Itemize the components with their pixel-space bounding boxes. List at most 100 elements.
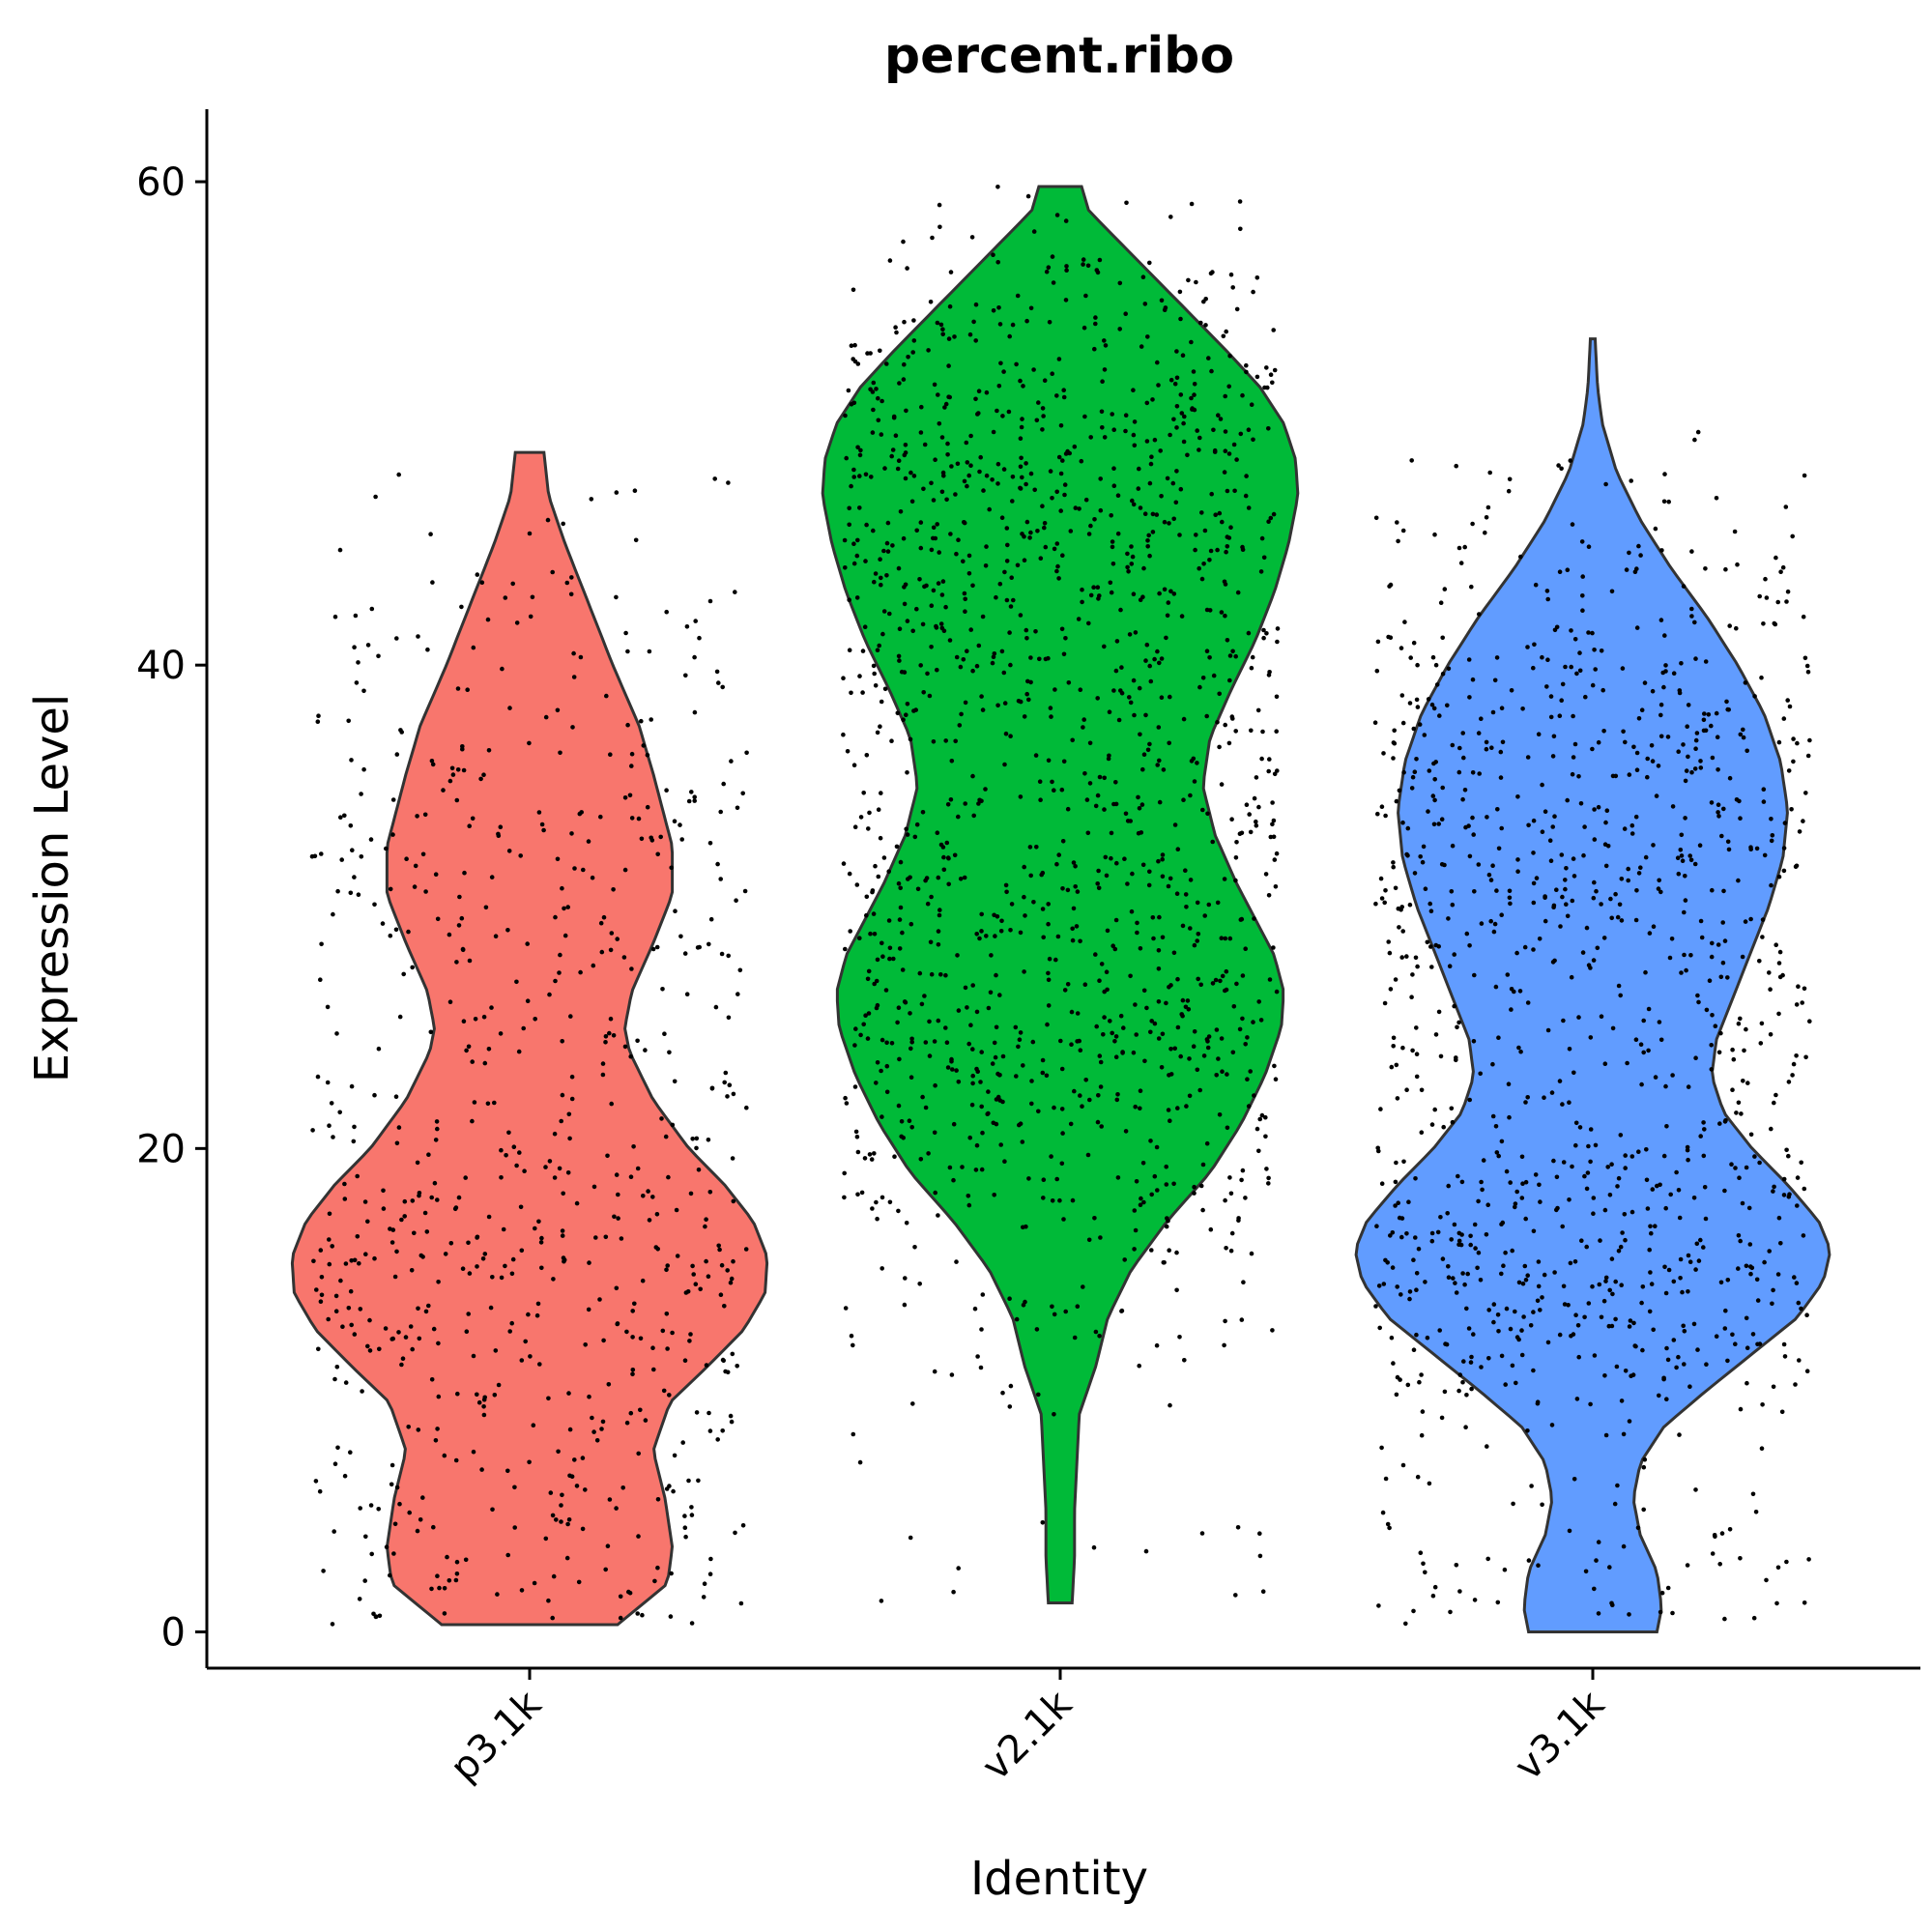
point-v2.1k: [1147, 663, 1152, 669]
point-v3.1k: [1678, 1256, 1684, 1262]
point-v2.1k: [1113, 780, 1118, 785]
point-v3.1k: [1757, 1160, 1762, 1166]
point-v2.1k: [962, 520, 966, 525]
point-v3.1k: [1692, 861, 1698, 867]
point-v2.1k: [901, 239, 906, 245]
point-v2.1k: [1041, 935, 1046, 940]
point-v2.1k: [1149, 1019, 1154, 1024]
point-p3.1k: [333, 1309, 339, 1313]
point-v2.1k: [1022, 894, 1026, 900]
point-v2.1k: [872, 671, 877, 677]
point-v2.1k: [1199, 510, 1204, 515]
point-v3.1k: [1642, 1456, 1648, 1462]
point-v3.1k: [1723, 1308, 1728, 1313]
point-p3.1k: [635, 1038, 640, 1044]
point-p3.1k: [560, 1492, 564, 1498]
point-v3.1k: [1525, 1428, 1530, 1433]
point-v2.1k: [1110, 539, 1115, 544]
point-v2.1k: [1145, 538, 1150, 543]
point-v3.1k: [1394, 1392, 1399, 1398]
point-v2.1k: [1093, 315, 1098, 320]
point-p3.1k: [396, 472, 402, 477]
point-v2.1k: [984, 544, 989, 549]
point-p3.1k: [435, 1126, 440, 1132]
point-p3.1k: [566, 1517, 572, 1522]
point-v3.1k: [1657, 1020, 1662, 1024]
point-v2.1k: [1061, 651, 1067, 657]
point-p3.1k: [567, 1136, 572, 1141]
point-p3.1k: [420, 851, 426, 857]
point-p3.1k: [416, 1306, 420, 1312]
point-p3.1k: [429, 1586, 434, 1592]
point-v3.1k: [1768, 1032, 1773, 1037]
point-v3.1k: [1636, 716, 1642, 721]
point-v2.1k: [1063, 636, 1068, 641]
point-p3.1k: [456, 1195, 462, 1200]
point-v2.1k: [958, 877, 964, 881]
point-v3.1k: [1411, 640, 1417, 646]
point-v3.1k: [1782, 1354, 1788, 1359]
point-p3.1k: [358, 1506, 363, 1511]
point-v3.1k: [1739, 1111, 1744, 1116]
point-p3.1k: [570, 725, 575, 730]
point-v3.1k: [1773, 555, 1778, 561]
point-v3.1k: [1577, 650, 1582, 655]
point-v2.1k: [996, 384, 1002, 389]
point-p3.1k: [486, 1214, 492, 1220]
point-v2.1k: [927, 693, 933, 699]
point-v3.1k: [1695, 1347, 1700, 1352]
point-v3.1k: [1691, 1196, 1697, 1200]
point-v2.1k: [1019, 424, 1024, 430]
point-v2.1k: [938, 842, 944, 848]
point-v2.1k: [1272, 367, 1278, 373]
point-v2.1k: [1158, 448, 1163, 453]
point-p3.1k: [309, 853, 315, 859]
point-v2.1k: [1083, 497, 1089, 503]
point-v3.1k: [1531, 1228, 1537, 1234]
point-v3.1k: [1375, 639, 1381, 645]
point-p3.1k: [348, 1288, 354, 1294]
point-v2.1k: [878, 348, 882, 354]
point-v2.1k: [874, 1081, 879, 1085]
point-v3.1k: [1477, 771, 1482, 776]
point-v3.1k: [1686, 1157, 1690, 1163]
point-v2.1k: [1261, 627, 1266, 633]
point-v2.1k: [1211, 673, 1217, 678]
point-p3.1k: [631, 1144, 636, 1149]
point-v3.1k: [1499, 1271, 1504, 1277]
point-v3.1k: [1746, 1205, 1752, 1211]
point-p3.1k: [712, 476, 717, 481]
point-v3.1k: [1794, 1281, 1800, 1285]
point-p3.1k: [338, 1278, 343, 1283]
point-v3.1k: [1770, 833, 1775, 838]
point-v2.1k: [849, 483, 853, 489]
point-v3.1k: [1419, 1130, 1425, 1135]
point-p3.1k: [342, 1181, 347, 1187]
point-v3.1k: [1666, 1267, 1672, 1273]
point-v3.1k: [1803, 1054, 1808, 1060]
point-v2.1k: [1224, 329, 1228, 334]
point-v2.1k: [1100, 425, 1105, 430]
point-v2.1k: [1110, 412, 1114, 417]
point-v2.1k: [1140, 766, 1145, 772]
point-v2.1k: [1148, 1139, 1153, 1143]
point-v2.1k: [870, 389, 876, 394]
point-v2.1k: [1257, 1116, 1262, 1122]
point-v3.1k: [1802, 986, 1807, 992]
point-p3.1k: [561, 1255, 566, 1260]
point-v3.1k: [1591, 895, 1597, 901]
point-p3.1k: [479, 1467, 484, 1472]
point-v2.1k: [1033, 629, 1038, 634]
point-v3.1k: [1495, 1600, 1501, 1605]
point-v2.1k: [1088, 592, 1094, 598]
point-v2.1k: [1195, 428, 1199, 433]
point-v3.1k: [1568, 458, 1573, 463]
point-v2.1k: [1157, 799, 1163, 805]
point-v2.1k: [869, 1157, 875, 1162]
point-v2.1k: [871, 663, 877, 669]
point-v2.1k: [1125, 564, 1130, 570]
point-p3.1k: [693, 1282, 699, 1286]
point-v3.1k: [1602, 1061, 1608, 1066]
point-v2.1k: [1182, 414, 1187, 419]
point-v2.1k: [1037, 779, 1043, 784]
